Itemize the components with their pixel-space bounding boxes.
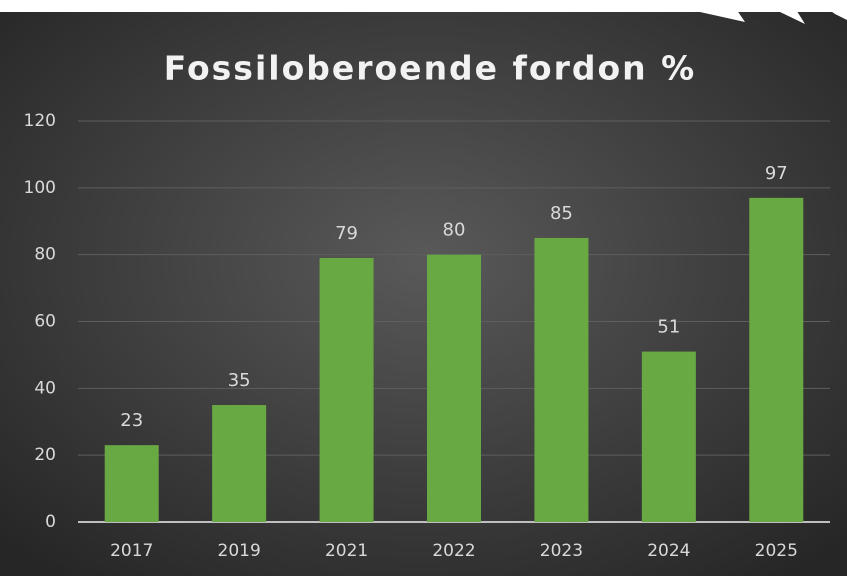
y-tick-label: 20	[34, 445, 56, 465]
x-tick-label: 2023	[540, 541, 583, 561]
x-tick-label: 2017	[110, 541, 153, 561]
bar	[319, 258, 374, 522]
decoration	[760, 0, 805, 24]
bar	[212, 405, 267, 522]
data-label: 85	[550, 203, 573, 224]
data-label: 35	[228, 370, 251, 391]
x-tick-label: 2024	[647, 541, 690, 561]
y-tick-label: 120	[24, 111, 56, 131]
bar	[641, 351, 696, 522]
y-tick-label: 0	[45, 512, 56, 532]
data-label: 51	[657, 317, 680, 338]
x-tick-label: 2025	[755, 541, 798, 561]
data-label: 79	[335, 223, 358, 244]
data-label: 23	[120, 410, 143, 431]
y-tick-label: 100	[24, 178, 56, 198]
top-strip	[0, 0, 847, 12]
decoration	[680, 0, 745, 22]
chart-title: Fossiloberoende fordon %	[164, 49, 696, 88]
y-tick-label: 40	[34, 378, 56, 398]
x-tick-label: 2021	[325, 541, 368, 561]
decoration	[815, 0, 847, 20]
x-tick-label: 2022	[432, 541, 475, 561]
x-tick-label: 2019	[218, 541, 261, 561]
y-tick-label: 60	[34, 312, 56, 332]
data-label: 97	[765, 163, 788, 184]
data-label: 80	[443, 220, 466, 241]
bar	[749, 197, 804, 522]
y-tick-label: 80	[34, 245, 56, 265]
bar	[104, 445, 159, 522]
bar	[427, 254, 481, 522]
bar	[534, 237, 589, 523]
